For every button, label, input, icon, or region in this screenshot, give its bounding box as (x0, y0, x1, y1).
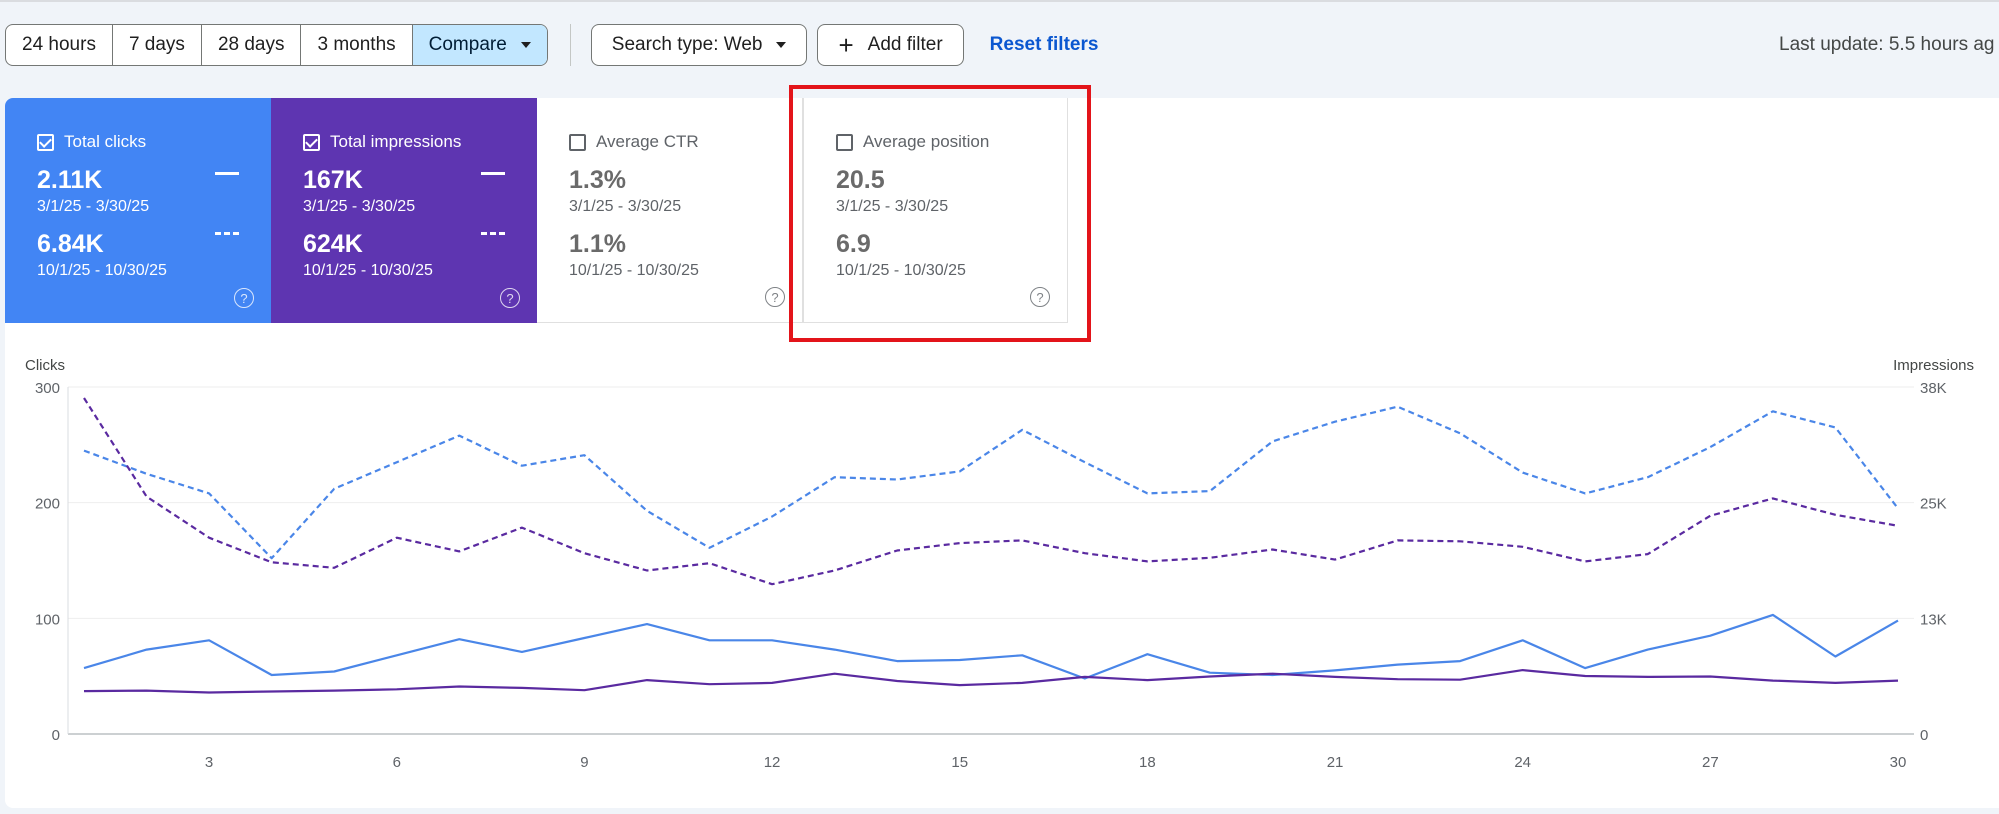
metric-range-current: 3/1/25 - 3/30/25 (37, 198, 150, 215)
metric-range-current: 3/1/25 - 3/30/25 (836, 198, 949, 215)
range-28-days[interactable]: 28 days (202, 25, 302, 65)
y-left-axis-title: Clicks (25, 357, 65, 374)
x-tick-label: 30 (1890, 754, 1907, 771)
metric-value-compare: 1.1% (569, 230, 626, 258)
top-divider (0, 0, 1999, 2)
reset-filters-link[interactable]: Reset filters (989, 34, 1099, 55)
add-filter-button[interactable]: + Add filter (817, 24, 964, 66)
solid-line-legend-icon (481, 172, 505, 175)
y-left-tick-label: 0 (52, 727, 60, 744)
metric-label: Total clicks (64, 132, 147, 151)
metric-card-total-impressions[interactable]: Total impressions 167K 3/1/25 - 3/30/25 … (271, 98, 537, 323)
checkbox-unchecked-icon[interactable] (569, 133, 586, 151)
checkbox-unchecked-icon[interactable] (836, 133, 853, 151)
x-tick-label: 9 (580, 754, 588, 771)
dropdown-arrow-icon (520, 42, 531, 48)
add-filter-label: Add filter (867, 34, 943, 55)
checkbox-checked-icon[interactable] (303, 133, 320, 151)
metric-label: Average position (863, 132, 990, 151)
metric-range-compare: 10/1/25 - 10/30/25 (303, 262, 433, 279)
metric-label: Average CTR (596, 132, 699, 151)
metric-range-compare: 10/1/25 - 10/30/25 (569, 262, 699, 279)
compare-button[interactable]: Compare (412, 25, 547, 65)
metric-range-compare: 10/1/25 - 10/30/25 (836, 262, 966, 279)
series-line-2 (83, 668, 1899, 694)
metric-range-current: 3/1/25 - 3/30/25 (569, 198, 682, 215)
metric-value-current: 1.3% (569, 166, 626, 194)
y-right-axis-title: Impressions (1893, 357, 1974, 374)
metric-value-compare: 6.9 (836, 230, 871, 258)
y-left-tick-label: 100 (35, 611, 60, 628)
metric-label: Total impressions (330, 132, 462, 151)
x-tick-label: 6 (393, 754, 401, 771)
search-type-dropdown[interactable]: Search type: Web (590, 24, 808, 66)
x-tick-label: 21 (1327, 754, 1344, 771)
series-line-1 (83, 405, 1899, 560)
series-line-0 (83, 613, 1899, 680)
metric-header: Average CTR (569, 131, 802, 153)
metric-card-average-ctr[interactable]: Average CTR 1.3% 3/1/25 - 3/30/25 1.1% 1… (537, 98, 803, 323)
dashed-line-legend-icon (481, 232, 505, 235)
series-line-3 (83, 397, 1899, 586)
metric-range-current: 3/1/25 - 3/30/25 (303, 198, 416, 215)
solid-line-legend-icon (215, 172, 239, 175)
x-tick-label: 18 (1139, 754, 1156, 771)
help-icon[interactable]: ? (765, 287, 785, 307)
x-tick-label: 27 (1702, 754, 1719, 771)
performance-card: Total clicks 2.11K 3/1/25 - 3/30/25 6.84… (5, 98, 1999, 808)
metric-range-compare: 10/1/25 - 10/30/25 (37, 262, 167, 279)
metric-value-compare: 6.84K (37, 230, 104, 258)
y-right-tick-label: 13K (1920, 611, 1947, 628)
dropdown-arrow-icon (776, 42, 787, 48)
range-7-days[interactable]: 7 days (113, 25, 202, 65)
toolbar-separator (569, 24, 571, 66)
metric-header: Total clicks (37, 131, 271, 153)
checkbox-checked-icon[interactable] (37, 133, 54, 151)
range-24-hours[interactable]: 24 hours (6, 25, 113, 65)
x-tick-label: 15 (951, 754, 968, 771)
range-3-months[interactable]: 3 months (301, 25, 413, 65)
y-left-tick-label: 200 (35, 496, 60, 513)
help-icon[interactable]: ? (500, 288, 520, 308)
metric-card-total-clicks[interactable]: Total clicks 2.11K 3/1/25 - 3/30/25 6.84… (5, 98, 271, 323)
last-update-text: Last update: 5.5 hours ag (1779, 34, 1995, 55)
dashed-line-legend-icon (215, 232, 239, 235)
plus-icon: + (838, 30, 854, 60)
compare-label: Compare (428, 34, 507, 55)
date-range-selector: 24 hours 7 days 28 days 3 months Compare (5, 24, 548, 66)
y-right-tick-label: 0 (1920, 727, 1928, 744)
help-icon[interactable]: ? (234, 288, 254, 308)
metric-value-compare: 624K (303, 230, 363, 258)
metric-value-current: 20.5 (836, 166, 885, 194)
metric-value-current: 167K (303, 166, 363, 194)
x-tick-label: 3 (205, 754, 213, 771)
y-left-tick-label: 300 (35, 380, 60, 397)
y-right-tick-label: 38K (1920, 380, 1947, 397)
metric-header: Total impressions (303, 131, 537, 153)
metric-card-average-position[interactable]: Average position 20.5 3/1/25 - 3/30/25 6… (803, 98, 1068, 323)
x-tick-label: 12 (764, 754, 781, 771)
toolbar: 24 hours 7 days 28 days 3 months Compare… (5, 24, 1098, 66)
y-right-tick-label: 25K (1920, 496, 1947, 513)
help-icon[interactable]: ? (1030, 287, 1050, 307)
metric-header: Average position (836, 131, 1067, 153)
search-type-label: Search type: Web (611, 34, 763, 55)
x-tick-label: 24 (1514, 754, 1531, 771)
metric-value-current: 2.11K (37, 166, 103, 194)
